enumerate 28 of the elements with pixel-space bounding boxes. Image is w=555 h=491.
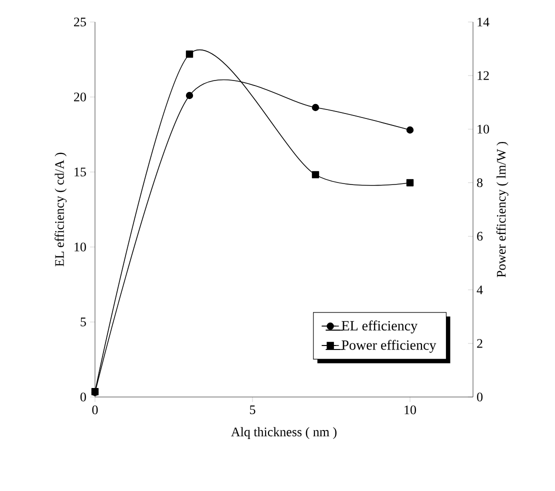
x-tick-label: 10 xyxy=(404,406,416,414)
point xyxy=(406,179,414,186)
y2-tick-label: 0 xyxy=(477,392,483,402)
y2-tick-label: 6 xyxy=(477,232,483,241)
y-tick-label: 15 xyxy=(74,168,86,176)
y-tick-label: 5 xyxy=(80,318,86,326)
legend-label: Power efficiency xyxy=(342,340,436,353)
y2-tick-label: 12 xyxy=(478,71,489,80)
point xyxy=(406,126,414,134)
y2-tick-label: 4 xyxy=(476,286,483,294)
y2-axis-title: Power efficiency ( lm/W ) xyxy=(496,142,508,278)
point xyxy=(312,171,320,178)
y-tick-label: 25 xyxy=(74,18,86,26)
x-axis-title: Alq thickness ( nm ) xyxy=(231,427,337,439)
y-tick-label: 0 xyxy=(80,392,86,402)
y-axis-title: EL efficiency ( cd/A ) xyxy=(54,152,67,266)
y2-tick-label: 8 xyxy=(477,178,483,188)
y2-tick-label: 14 xyxy=(478,18,490,26)
y-tick-label: 10 xyxy=(74,242,86,252)
legend-label: EL efficiency xyxy=(342,320,418,334)
x-tick-label: 5 xyxy=(250,406,256,414)
x-tick-label: 0 xyxy=(92,406,98,414)
point xyxy=(186,50,194,58)
y2-tick-label: 2 xyxy=(477,339,482,348)
y2-tick-label: 10 xyxy=(478,124,490,134)
point xyxy=(186,92,194,100)
point xyxy=(312,104,320,112)
y-tick-label: 20 xyxy=(74,92,86,102)
